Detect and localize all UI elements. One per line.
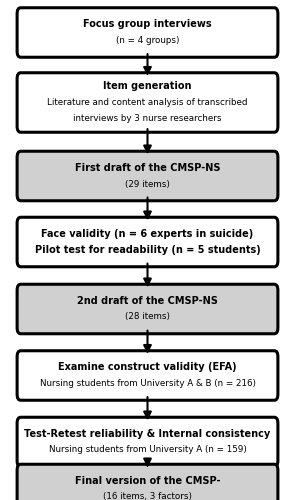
FancyBboxPatch shape <box>17 217 278 267</box>
Text: Final version of the CMSP-: Final version of the CMSP- <box>75 476 220 486</box>
Text: Pilot test for readability (n = 5 students): Pilot test for readability (n = 5 studen… <box>35 245 260 255</box>
Text: Focus group interviews: Focus group interviews <box>83 20 212 30</box>
FancyBboxPatch shape <box>17 8 278 57</box>
Text: Face validity (n = 6 experts in suicide): Face validity (n = 6 experts in suicide) <box>41 229 254 239</box>
Text: (n = 4 groups): (n = 4 groups) <box>116 36 179 45</box>
FancyBboxPatch shape <box>17 351 278 400</box>
Text: interviews by 3 nurse researchers: interviews by 3 nurse researchers <box>73 114 222 123</box>
FancyBboxPatch shape <box>17 417 278 467</box>
Text: Examine construct validity (EFA): Examine construct validity (EFA) <box>58 362 237 372</box>
FancyBboxPatch shape <box>17 284 278 334</box>
Text: Test-Retest reliability & Internal consistency: Test-Retest reliability & Internal consi… <box>24 429 271 439</box>
Text: Item generation: Item generation <box>103 82 192 92</box>
Text: First draft of the CMSP-NS: First draft of the CMSP-NS <box>75 163 220 173</box>
FancyBboxPatch shape <box>17 151 278 200</box>
FancyBboxPatch shape <box>17 464 278 500</box>
Text: Nursing students from University A & B (n = 216): Nursing students from University A & B (… <box>40 379 255 388</box>
FancyBboxPatch shape <box>17 72 278 132</box>
Text: (16 items, 3 factors): (16 items, 3 factors) <box>103 492 192 500</box>
Text: (29 items): (29 items) <box>125 180 170 188</box>
Text: (28 items): (28 items) <box>125 312 170 322</box>
Text: Nursing students from University A (n = 159): Nursing students from University A (n = … <box>49 446 246 454</box>
Text: 2nd draft of the CMSP-NS: 2nd draft of the CMSP-NS <box>77 296 218 306</box>
Text: Literature and content analysis of transcribed: Literature and content analysis of trans… <box>47 98 248 107</box>
